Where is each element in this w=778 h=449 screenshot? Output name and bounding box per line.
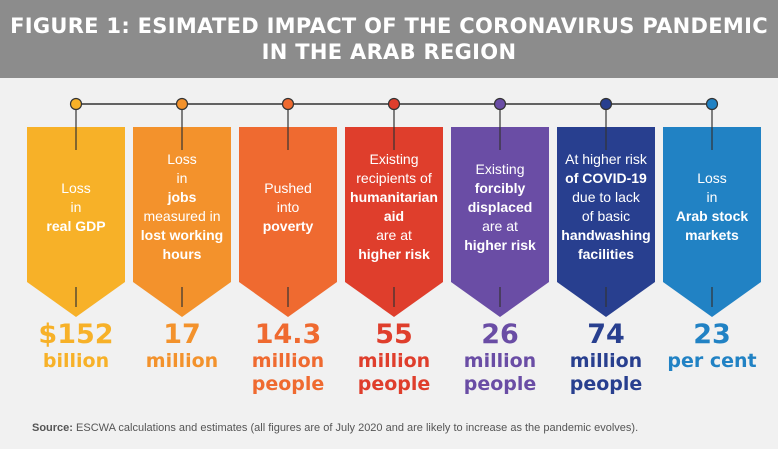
banner-shape — [27, 127, 125, 317]
banner-text-line: facilities — [577, 246, 635, 262]
banner-text-line: are at — [376, 227, 412, 243]
banner-shape — [663, 127, 761, 317]
value-unit-2: people — [251, 373, 325, 395]
banner-text-line: markets — [685, 227, 739, 243]
timeline-dot — [705, 97, 719, 111]
source-note: Source: ESCWA calculations and estimates… — [32, 422, 638, 434]
banner-text-line: in — [176, 170, 188, 186]
banner-text-line: displaced — [467, 198, 533, 215]
banner-text-line: Existing — [475, 160, 525, 177]
banner-text-line: higher risk — [358, 246, 430, 262]
impact-value: 74 million people — [557, 320, 655, 396]
impact-value: 26 million people — [451, 320, 549, 396]
banner-text: At higher risk of COVID-19 due to lack of b… — [559, 127, 653, 287]
banner-shape — [239, 127, 337, 317]
banner-text: Loss in Arab stock markets — [665, 127, 759, 287]
timeline-dot — [387, 97, 401, 111]
value-unit: billion — [42, 350, 110, 372]
value-unit-2: people — [357, 373, 431, 395]
value-number: 17 — [163, 319, 201, 350]
value-unit-2: people — [463, 373, 537, 395]
value-unit: per cent — [667, 350, 757, 372]
banner-text: Existing recipients of humanitarian aid are … — [347, 127, 441, 287]
impact-value: 17 million — [133, 320, 231, 373]
value-unit: million — [145, 350, 219, 372]
timeline-dot — [599, 97, 613, 111]
value-unit-2: people — [569, 373, 643, 395]
timeline-dot — [281, 97, 295, 111]
banner-text-line: of basic — [581, 208, 631, 224]
timeline-dot — [493, 97, 507, 111]
impact-card: Loss in real GDP — [27, 127, 125, 317]
banner-text-line: lost working — [140, 227, 224, 243]
impact-card: Loss in jobs measured in lost working hours — [133, 127, 231, 317]
banner-text-line: poverty — [262, 217, 314, 234]
banner-fill — [239, 127, 337, 317]
impact-card: Existing recipients of humanitarian aid are … — [345, 127, 443, 317]
value-unit: million — [463, 350, 537, 372]
banner-text-line: Arab stock — [675, 208, 749, 224]
impact-value: 14.3 million people — [239, 320, 337, 396]
value-number: 26 — [481, 319, 519, 350]
banner-text-line: humanitarian — [350, 189, 438, 205]
impact-card: Existing forcibly displaced are at higher ri… — [451, 127, 549, 317]
figure-title-line1: FIGURE 1: ESIMATED IMPACT OF THE CORONAV… — [10, 14, 768, 38]
banner-text-line: in — [70, 198, 82, 215]
source-label: Source: — [32, 422, 73, 434]
banner-text-line: hours — [162, 246, 202, 262]
banner-fill — [451, 127, 549, 317]
value-unit: million — [569, 350, 643, 372]
banner-shape — [557, 127, 655, 317]
impact-card: Pushed into poverty — [239, 127, 337, 317]
banner-text-line: due to lack — [572, 189, 640, 205]
banner-text-line: Loss — [61, 179, 91, 196]
banner-shape — [133, 127, 231, 317]
banner-text-line: Existing — [369, 151, 419, 167]
banner-text-line: Loss — [697, 170, 727, 186]
banner-fill — [557, 127, 655, 317]
impact-value: 55 million people — [345, 320, 443, 396]
banner-shape — [345, 127, 443, 317]
value-unit: million — [357, 350, 431, 372]
banner-text-line: of COVID-19 — [565, 170, 647, 186]
timeline-dot — [69, 97, 83, 111]
source-text: ESCWA calculations and estimates (all fi… — [72, 422, 639, 434]
banner-text: Existing forcibly displaced are at higher ri… — [453, 127, 547, 287]
impact-value: 23 per cent — [663, 320, 761, 373]
banner-text-line: Pushed — [264, 179, 312, 196]
banner-text-line: real GDP — [46, 217, 106, 234]
figure-header: FIGURE 1: ESIMATED IMPACT OF THE CORONAV… — [0, 0, 778, 78]
banner-fill — [345, 127, 443, 317]
figure-title-line2: IN THE ARAB REGION — [261, 40, 517, 64]
impact-value: $152 billion — [27, 320, 125, 373]
banner-text-line: recipients of — [356, 170, 432, 186]
banner-text-line: forcibly — [474, 179, 526, 196]
banner-fill — [133, 127, 231, 317]
impact-card: Loss in Arab stock markets — [663, 127, 761, 317]
banner-text-line: At higher risk — [565, 151, 647, 167]
value-number: 55 — [375, 319, 413, 350]
banner-text-line: higher risk — [464, 236, 536, 253]
banner-text-line: measured in — [143, 208, 221, 224]
value-number: $152 — [38, 319, 114, 350]
banner-fill — [663, 127, 761, 317]
value-unit: million — [251, 350, 325, 372]
banner-text: Pushed into poverty — [241, 127, 335, 287]
banner-text-line: jobs — [167, 189, 197, 205]
banner-text-line: handwashing — [561, 227, 651, 243]
banner-text: Loss in jobs measured in lost working hours — [135, 127, 229, 287]
banner-text-line: into — [276, 198, 300, 215]
banner-fill — [27, 127, 125, 317]
banner-text: Loss in real GDP — [29, 127, 123, 287]
value-number: 23 — [693, 319, 731, 350]
banner-text-line: in — [706, 189, 718, 205]
banner-shape — [451, 127, 549, 317]
value-number: 74 — [587, 319, 625, 350]
banner-text-line: aid — [383, 208, 405, 224]
timeline-dot — [175, 97, 189, 111]
banner-text-line: are at — [482, 217, 518, 234]
value-number: 14.3 — [254, 319, 322, 350]
impact-card: At higher risk of COVID-19 due to lack of b… — [557, 127, 655, 317]
banner-text-line: Loss — [167, 151, 197, 167]
